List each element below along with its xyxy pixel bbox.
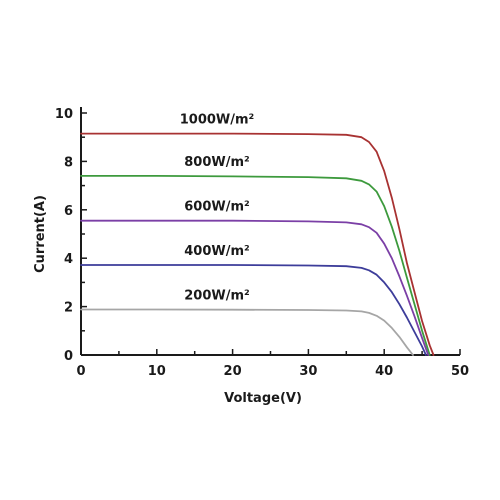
y-tick-label: 6 bbox=[64, 204, 73, 219]
x-tick-label: 40 bbox=[375, 364, 393, 379]
series-line-0 bbox=[80, 132, 435, 356]
x-axis-label: Voltage(V) bbox=[224, 391, 302, 406]
y-axis-label: Current(A) bbox=[33, 195, 48, 273]
y-tick-label: 10 bbox=[55, 107, 73, 122]
y-axis-ticks: 0 2 4 6 8 10 bbox=[55, 107, 87, 364]
y-tick-label: 8 bbox=[64, 155, 73, 170]
plot-frame bbox=[80, 107, 460, 356]
series-lines bbox=[80, 132, 435, 356]
x-tick-label: 20 bbox=[224, 364, 242, 379]
series-label-1: 800W/m² bbox=[184, 155, 249, 170]
series-labels: 1000W/m² 800W/m² 600W/m² 400W/m² 200W/m² bbox=[180, 113, 255, 304]
x-tick-label: 30 bbox=[299, 364, 317, 379]
series-line-1 bbox=[80, 175, 431, 356]
series-line-2 bbox=[80, 219, 430, 356]
x-tick-label: 10 bbox=[148, 364, 166, 379]
x-tick-label: 50 bbox=[451, 364, 469, 379]
series-line-4 bbox=[80, 308, 414, 356]
x-tick-label: 0 bbox=[76, 364, 85, 379]
series-line-3 bbox=[80, 264, 427, 356]
x-axis-ticks: 0 10 20 30 40 50 bbox=[76, 349, 469, 379]
y-tick-label: 2 bbox=[64, 301, 73, 316]
series-label-2: 600W/m² bbox=[184, 200, 249, 215]
series-label-4: 200W/m² bbox=[184, 289, 249, 304]
series-label-0: 1000W/m² bbox=[180, 113, 255, 128]
y-tick-label: 4 bbox=[64, 252, 73, 267]
y-tick-label: 0 bbox=[64, 349, 73, 364]
series-label-3: 400W/m² bbox=[184, 244, 249, 259]
